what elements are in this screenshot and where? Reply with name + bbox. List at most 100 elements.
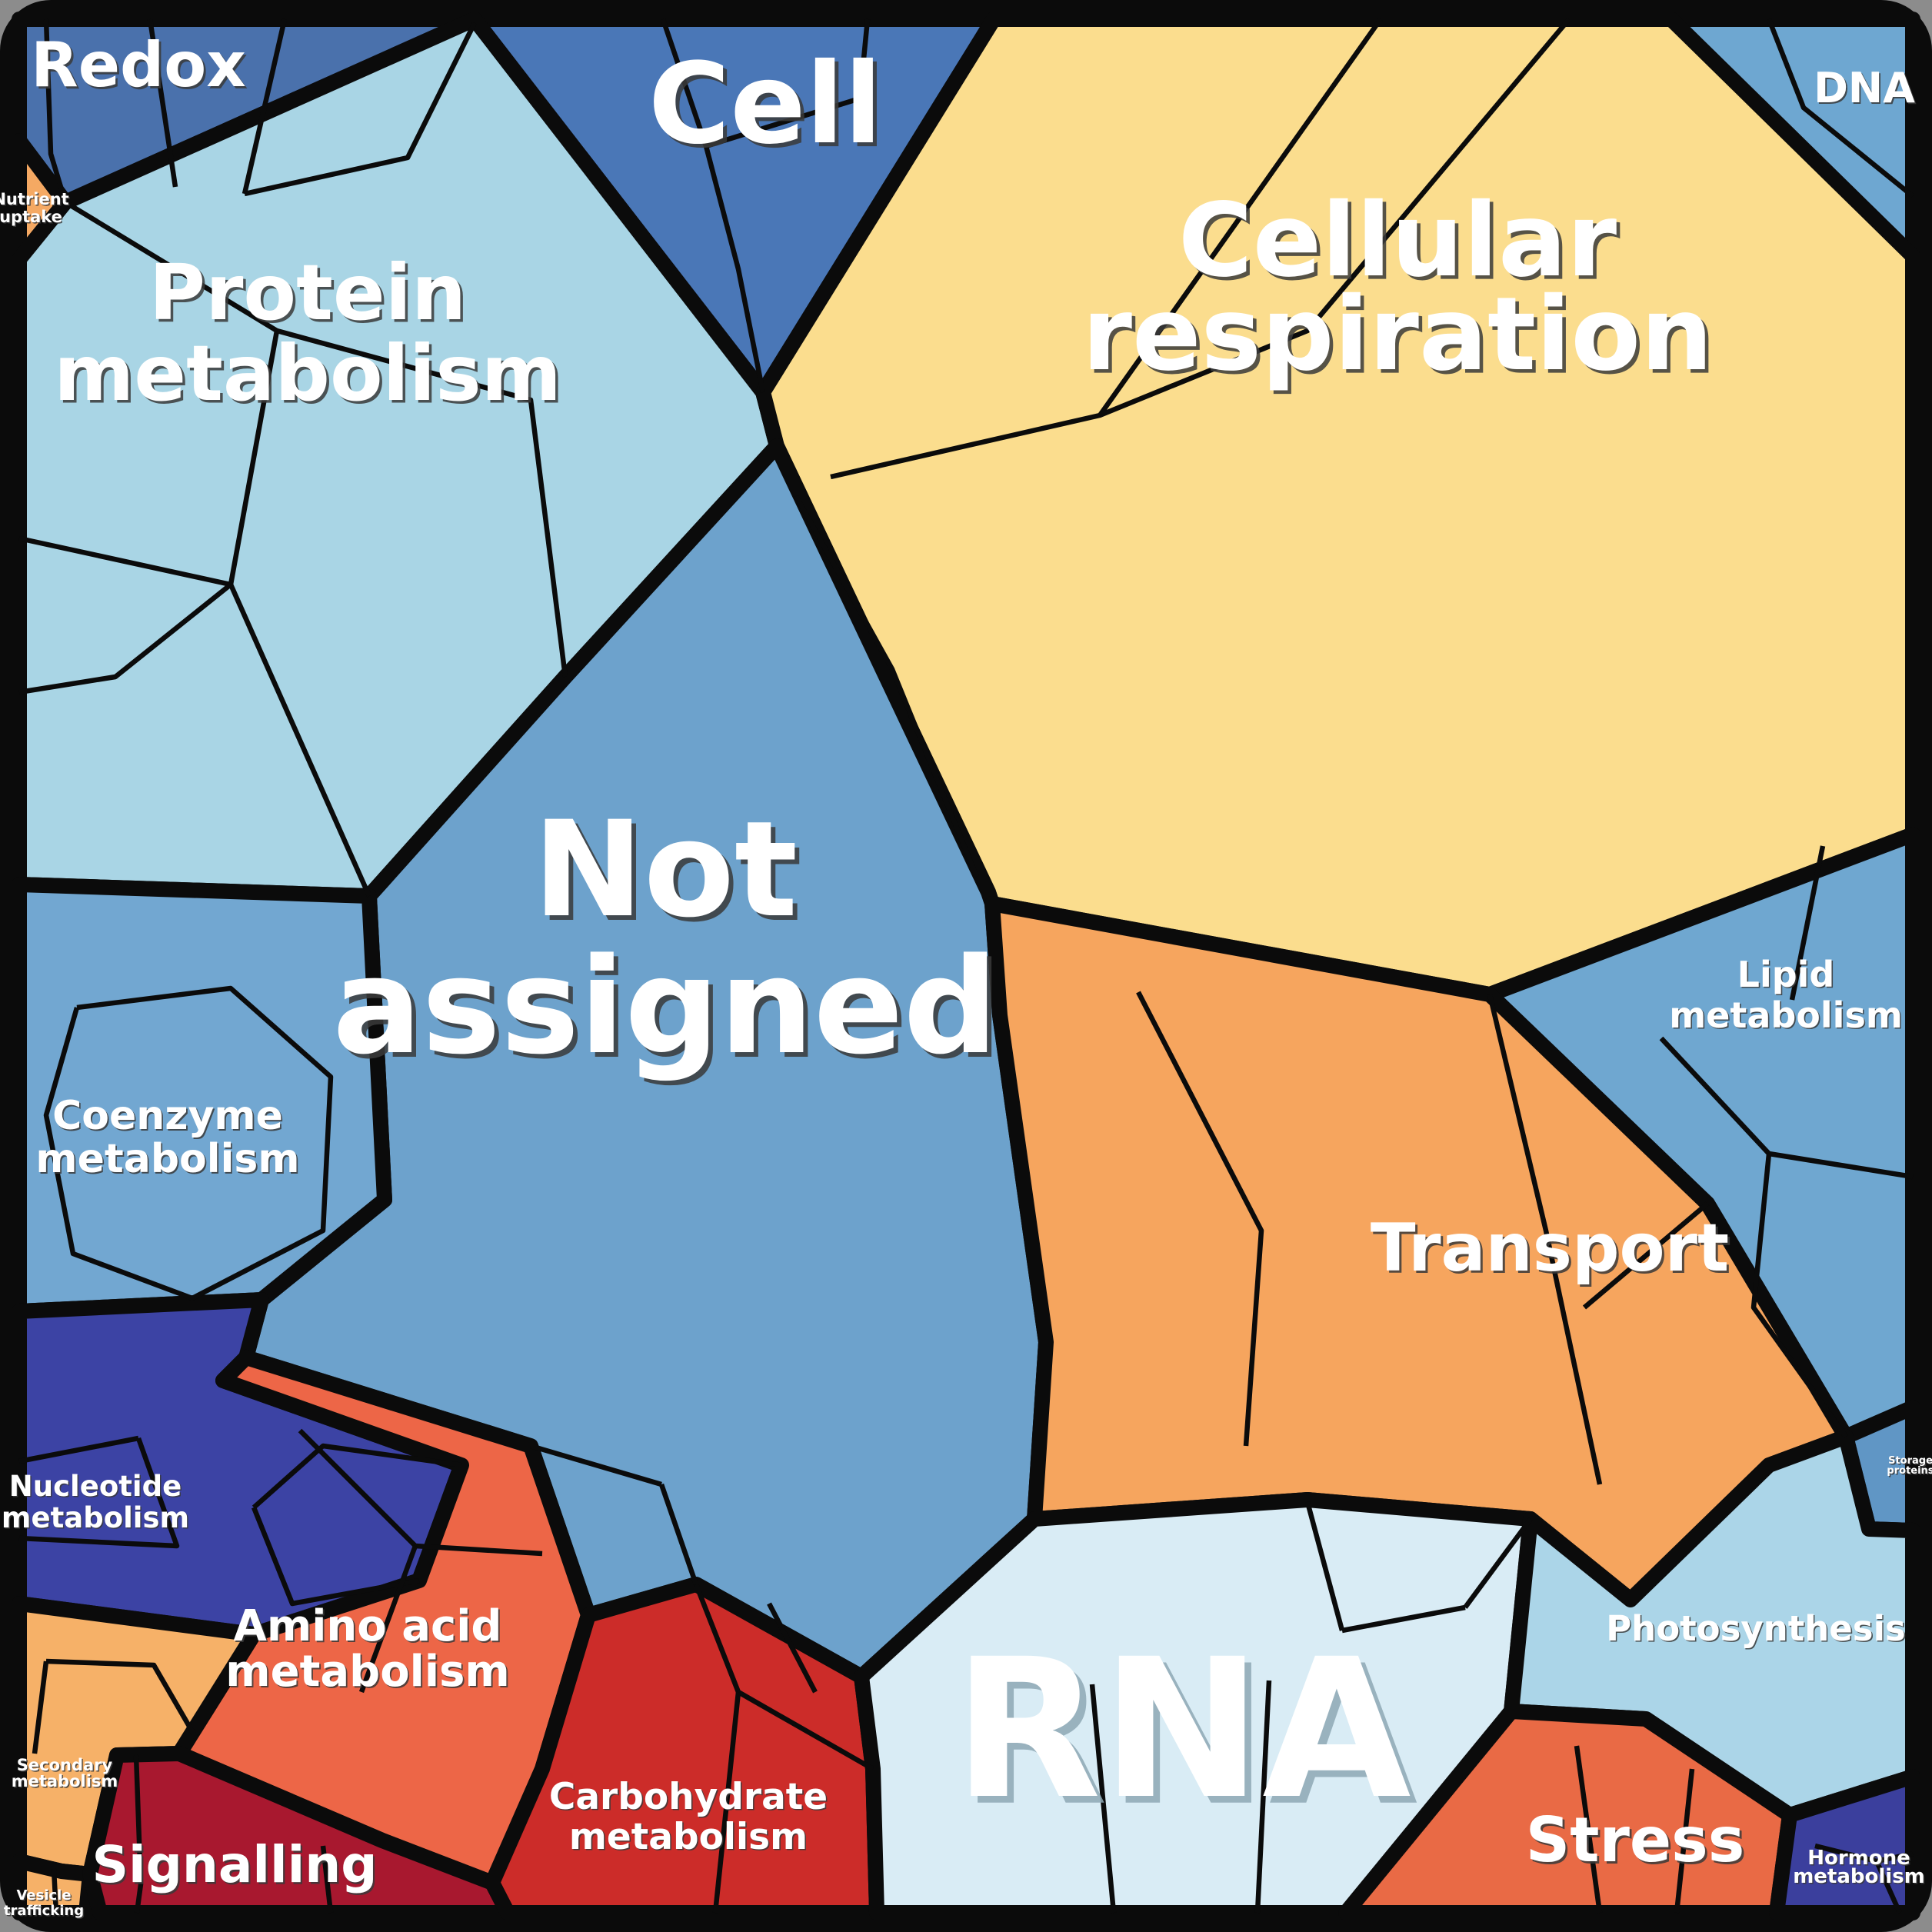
subcell-line	[51, 1868, 59, 1914]
subcell-line	[1674, 1768, 1695, 1914]
subcell-line	[1098, 17, 1571, 418]
subcell-line	[1574, 1745, 1603, 1914]
subcell-line	[705, 95, 861, 149]
label-shadow-photo: Photosynthesis	[1607, 1610, 1907, 1651]
subcell-line	[703, 145, 766, 393]
subcell-line	[1487, 994, 1603, 1485]
label-carb: metabolism	[569, 1816, 808, 1858]
label-amino: metabolism	[225, 1647, 510, 1697]
label-nucleotide: Nucleotide	[9, 1470, 182, 1503]
label-shadow-nucleotide: Nucleotide	[10, 1471, 182, 1504]
label-amino: Amino acid	[234, 1601, 502, 1651]
label-coenzyme: Coenzyme	[52, 1093, 283, 1139]
label-hormone: Hormone	[1807, 1847, 1910, 1870]
label-cellresp: respiration	[1082, 275, 1713, 394]
subcell-line	[251, 1443, 462, 1510]
subcell-line	[1089, 1684, 1117, 1914]
region-signalling: Signalling	[82, 1746, 515, 1920]
label-redox: Redox	[31, 29, 246, 101]
label-hormone: metabolism	[1793, 1865, 1925, 1888]
label-shadow-carb: metabolism	[571, 1817, 809, 1860]
subcell-line	[1341, 1604, 1466, 1634]
label-shadow-hormone: metabolism	[1794, 1867, 1927, 1890]
subcell-line	[767, 1602, 818, 1694]
label-shadow-carb: Carbohydrate	[550, 1777, 828, 1820]
label-lipid: Lipid	[1737, 954, 1835, 995]
subcell-line	[1136, 991, 1264, 1447]
label-shadow-secondary: metabolism	[12, 1774, 119, 1792]
label-shadow-storage: proteins	[1888, 1467, 1932, 1478]
label-shadow-protein: Protein	[152, 251, 468, 341]
region-hormone: Hormone metabolism	[1769, 1769, 1920, 1920]
subcell-line	[276, 328, 568, 678]
label-storage: Storage	[1888, 1455, 1932, 1467]
subcell-line	[1254, 1680, 1272, 1914]
subcell-line	[147, 18, 178, 188]
subcell-line	[1750, 1153, 1848, 1438]
subcell-line	[43, 985, 334, 1301]
label-shadow-signalling: Signalling	[94, 1837, 379, 1896]
label-storage: proteins	[1887, 1465, 1932, 1477]
subcell-line	[530, 1443, 662, 1487]
label-carb: Carbohydrate	[549, 1776, 828, 1818]
label-shadow-dna: DNA	[1815, 65, 1917, 114]
subcell-line	[1766, 18, 1915, 198]
subcell-line	[320, 1845, 334, 1914]
label-coenzyme: metabolism	[35, 1136, 299, 1182]
subcell-line	[712, 1691, 741, 1914]
label-notassigned: Not	[533, 792, 798, 947]
label-shadow-secondary: Secondary	[18, 1757, 114, 1776]
label-shadow-lipid: metabolism	[1671, 996, 1904, 1038]
label-stress: Stress	[1526, 1804, 1745, 1876]
label-protein: metabolism	[54, 328, 561, 418]
label-rna: RNA	[953, 1617, 1411, 1841]
label-signalling: Signalling	[92, 1835, 377, 1894]
label-shadow-protein: metabolism	[57, 331, 565, 421]
label-photo: Photosynthesis	[1606, 1608, 1906, 1649]
label-shadow-nutrient: uptake	[1, 209, 64, 228]
subcell-line	[45, 1658, 198, 1740]
label-protein: Protein	[149, 248, 466, 338]
region-stress: Stress	[1338, 1704, 1797, 1920]
label-shadow-nucleotide: metabolism	[2, 1503, 190, 1536]
subcell-line	[43, 18, 68, 203]
subcell-line	[1582, 1201, 1710, 1310]
subcell-line	[658, 1483, 699, 1586]
label-shadow-redox: Redox	[33, 32, 248, 103]
subcell-line	[1789, 845, 1826, 1001]
label-shadow-hormone: Hormone	[1809, 1848, 1912, 1871]
label-shadow-storage: Storage	[1890, 1457, 1932, 1468]
label-shadow-coenzyme: Coenzyme	[54, 1094, 285, 1141]
subcell-line	[1876, 1850, 1914, 1864]
label-shadow-cellresp: Cellular	[1181, 185, 1620, 304]
label-shadow-coenzyme: metabolism	[37, 1138, 301, 1184]
label-cell: Cell	[648, 39, 882, 169]
label-shadow-amino: metabolism	[227, 1648, 511, 1698]
label-vesicle: Vesicle	[16, 1887, 71, 1904]
label-shadow-rna: RNA	[960, 1624, 1417, 1848]
subcell-line	[32, 1661, 49, 1754]
label-shadow-transport: Transport	[1373, 1212, 1731, 1289]
subcell-line	[18, 582, 233, 695]
label-shadow-notassigned: Not	[538, 797, 802, 951]
label-shadow-amino: Amino acid	[235, 1603, 503, 1653]
subcell-line	[18, 1437, 180, 1549]
subcell-line	[794, 495, 980, 878]
subcell-line	[660, 18, 709, 148]
label-nutrient: Nutrient	[0, 190, 69, 208]
label-notassigned: assigned	[332, 929, 998, 1084]
subcell-line	[18, 1435, 139, 1464]
label-nucleotide: metabolism	[2, 1501, 189, 1534]
subcell-line	[244, 22, 477, 197]
label-shadow-stress: Stress	[1527, 1807, 1747, 1878]
subcell-line	[242, 18, 288, 195]
label-shadow-cell: Cell	[652, 43, 886, 173]
label-shadow-lipid: Lipid	[1738, 955, 1836, 997]
label-secondary: Secondary	[17, 1756, 113, 1774]
label-cellresp: Cellular	[1178, 182, 1617, 300]
label-dna: DNA	[1814, 64, 1915, 112]
region-coenzyme: Coenzyme metabolism	[12, 877, 392, 1319]
subcell-line	[358, 1544, 418, 1694]
